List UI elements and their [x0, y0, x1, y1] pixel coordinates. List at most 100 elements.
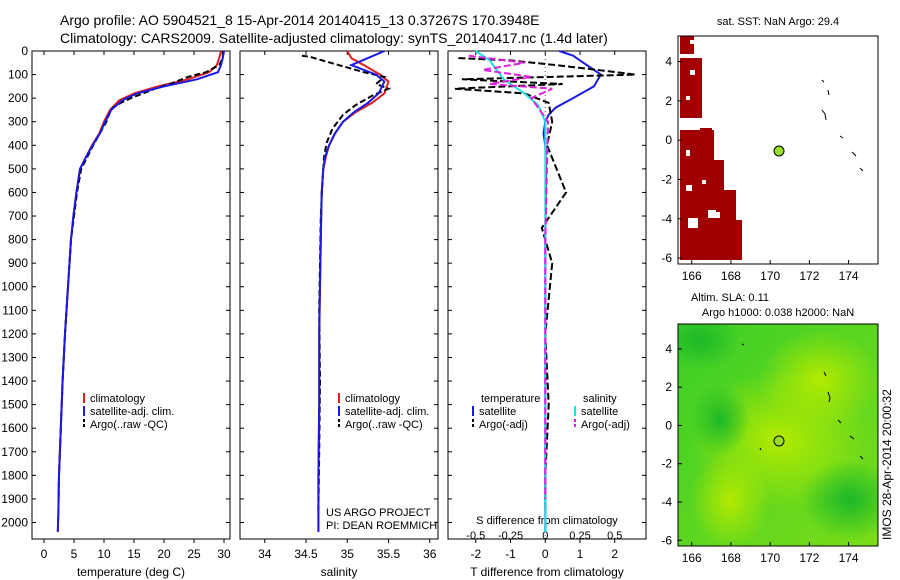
map-y-tick-label: -4	[661, 212, 672, 226]
depth-tick-label: 500	[8, 162, 28, 176]
s-difference-label: S difference from climatology	[476, 515, 618, 527]
map-x-tick-label: 170	[760, 269, 780, 283]
x-tick-label: 15	[127, 547, 141, 561]
depth-tick-label: 1500	[1, 398, 28, 412]
diff-legend-title: temperature	[481, 393, 540, 405]
sst-islands	[821, 79, 864, 172]
map-x-tick-label: 174	[839, 269, 859, 283]
map-x-tick-label: 166	[682, 269, 702, 283]
temperature-legend-label: satellite-adj. clim.	[90, 406, 174, 418]
satellite-line	[317, 50, 386, 532]
x-tick-label: 35	[341, 547, 355, 561]
map-x-tick-label: 172	[799, 551, 819, 565]
x-tick-label: 35.5	[377, 547, 401, 561]
depth-tick-label: 1400	[1, 374, 28, 388]
temperature-legend-label: Argo(..raw -QC)	[90, 419, 168, 431]
map-y-tick-label: 0	[665, 418, 672, 432]
project-label: US ARGO PROJECT	[326, 507, 431, 519]
map-y-tick-label: 2	[665, 94, 672, 108]
x-tick-label: -1	[505, 547, 516, 561]
temp-diff-legend-label: Argo(-adj)	[479, 419, 528, 431]
map-y-tick-label: -6	[661, 251, 672, 265]
depth-tick-label: 1100	[2, 303, 28, 317]
depth-tick-label: 1900	[1, 492, 28, 506]
map-x-tick-label: 166	[682, 551, 702, 565]
depth-tick-label: 0	[21, 44, 28, 58]
depth-tick-label: 200	[8, 91, 28, 105]
map-x-tick-label: 168	[721, 269, 741, 283]
salinity-legend-label: Argo(..raw -QC)	[345, 419, 423, 431]
sal-argo-diff-line	[468, 54, 553, 499]
difference-axes	[447, 50, 647, 540]
t-difference-label: T difference from climatology	[470, 565, 624, 579]
depth-tick-label: 1600	[1, 421, 28, 435]
sst-argo-marker	[773, 145, 785, 157]
plot-marks: 0100200300400500600700800900100011001200…	[1, 44, 859, 565]
s-tick-label: 0.25	[569, 530, 590, 542]
sla-argo-marker	[773, 435, 785, 447]
depth-tick-label: 100	[8, 68, 28, 82]
s-tick-label: 0.5	[607, 530, 622, 542]
map-x-tick-label: 172	[799, 269, 819, 283]
depth-tick-label: 600	[8, 185, 28, 199]
sal-satellite-diff-line	[475, 50, 547, 532]
s-tick-label: -0.5	[466, 530, 485, 542]
sla-map-subtitle: Argo h1000: 0.038 h2000: NaN	[702, 307, 854, 319]
sla-islands	[741, 343, 864, 460]
map-x-tick-label: 168	[721, 551, 741, 565]
satellite-line	[56, 50, 225, 532]
sst-map-title: sat. SST: NaN Argo: 29.4	[717, 16, 839, 28]
map-y-tick-label: 2	[665, 380, 672, 394]
x-tick-label: 20	[157, 547, 171, 561]
figure-title-line-1: Argo profile: AO 5904521_8 15-Apr-2014 2…	[60, 12, 540, 28]
map-x-tick-label: 174	[839, 551, 859, 565]
temp-diff-legend-label: satellite	[479, 406, 516, 418]
sal-diff-legend-label: satellite	[581, 406, 618, 418]
map-y-tick-label: -2	[661, 457, 672, 471]
temperature-legend-label: climatology	[90, 393, 146, 405]
figure-title-line-2: Climatology: CARS2009. Satellite-adjuste…	[60, 30, 608, 46]
x-tick-label: 34	[258, 547, 272, 561]
argo-line	[301, 54, 392, 511]
x-tick-label: 2	[611, 547, 618, 561]
depth-tick-label: 700	[8, 209, 28, 223]
map-x-tick-label: 170	[760, 551, 780, 565]
depth-tick-label: 1800	[1, 468, 28, 482]
diff-legend-title: salinity	[583, 393, 617, 405]
x-tick-label: -2	[470, 547, 481, 561]
s-tick-label: -0.25	[498, 530, 523, 542]
map-y-tick-label: -6	[661, 533, 672, 547]
depth-tick-label: 1300	[1, 350, 28, 364]
x-tick-label: 36	[423, 547, 437, 561]
sst-map	[677, 35, 879, 265]
climatology-line	[317, 50, 390, 532]
climatology-line	[56, 50, 222, 532]
depth-tick-label: 400	[8, 138, 28, 152]
salinity-xlabel: salinity	[321, 565, 358, 579]
depth-tick-label: 2000	[1, 515, 28, 529]
depth-tick-label: 1200	[1, 327, 28, 341]
argo-line	[57, 51, 224, 511]
imos-timestamp: IMOS 28-Apr-2014 20:00:32	[880, 389, 894, 540]
x-tick-label: 34.5	[294, 547, 318, 561]
depth-tick-label: 1700	[1, 445, 28, 459]
map-y-tick-label: 4	[665, 55, 672, 69]
x-tick-label: 30	[217, 547, 231, 561]
depth-tick-label: 1000	[1, 280, 28, 294]
map-y-tick-label: 4	[665, 342, 672, 356]
temperature-xlabel: temperature (deg C)	[77, 565, 185, 579]
x-tick-label: 0	[542, 547, 549, 561]
salinity-axes	[239, 50, 439, 540]
map-y-tick-label: -2	[661, 172, 672, 186]
x-tick-label: 25	[187, 547, 201, 561]
salinity-legend-label: climatology	[345, 393, 401, 405]
sla-map	[677, 323, 879, 547]
depth-tick-label: 300	[8, 115, 28, 129]
depth-tick-label: 900	[8, 256, 28, 270]
sla-map-title: Altim. SLA: 0.11	[691, 292, 769, 304]
depth-tick-label: 800	[8, 233, 28, 247]
pi-label: PI: DEAN ROEMMICH	[326, 520, 437, 532]
temperature-axes	[31, 50, 231, 540]
salinity-legend-label: satellite-adj. clim.	[345, 406, 429, 418]
